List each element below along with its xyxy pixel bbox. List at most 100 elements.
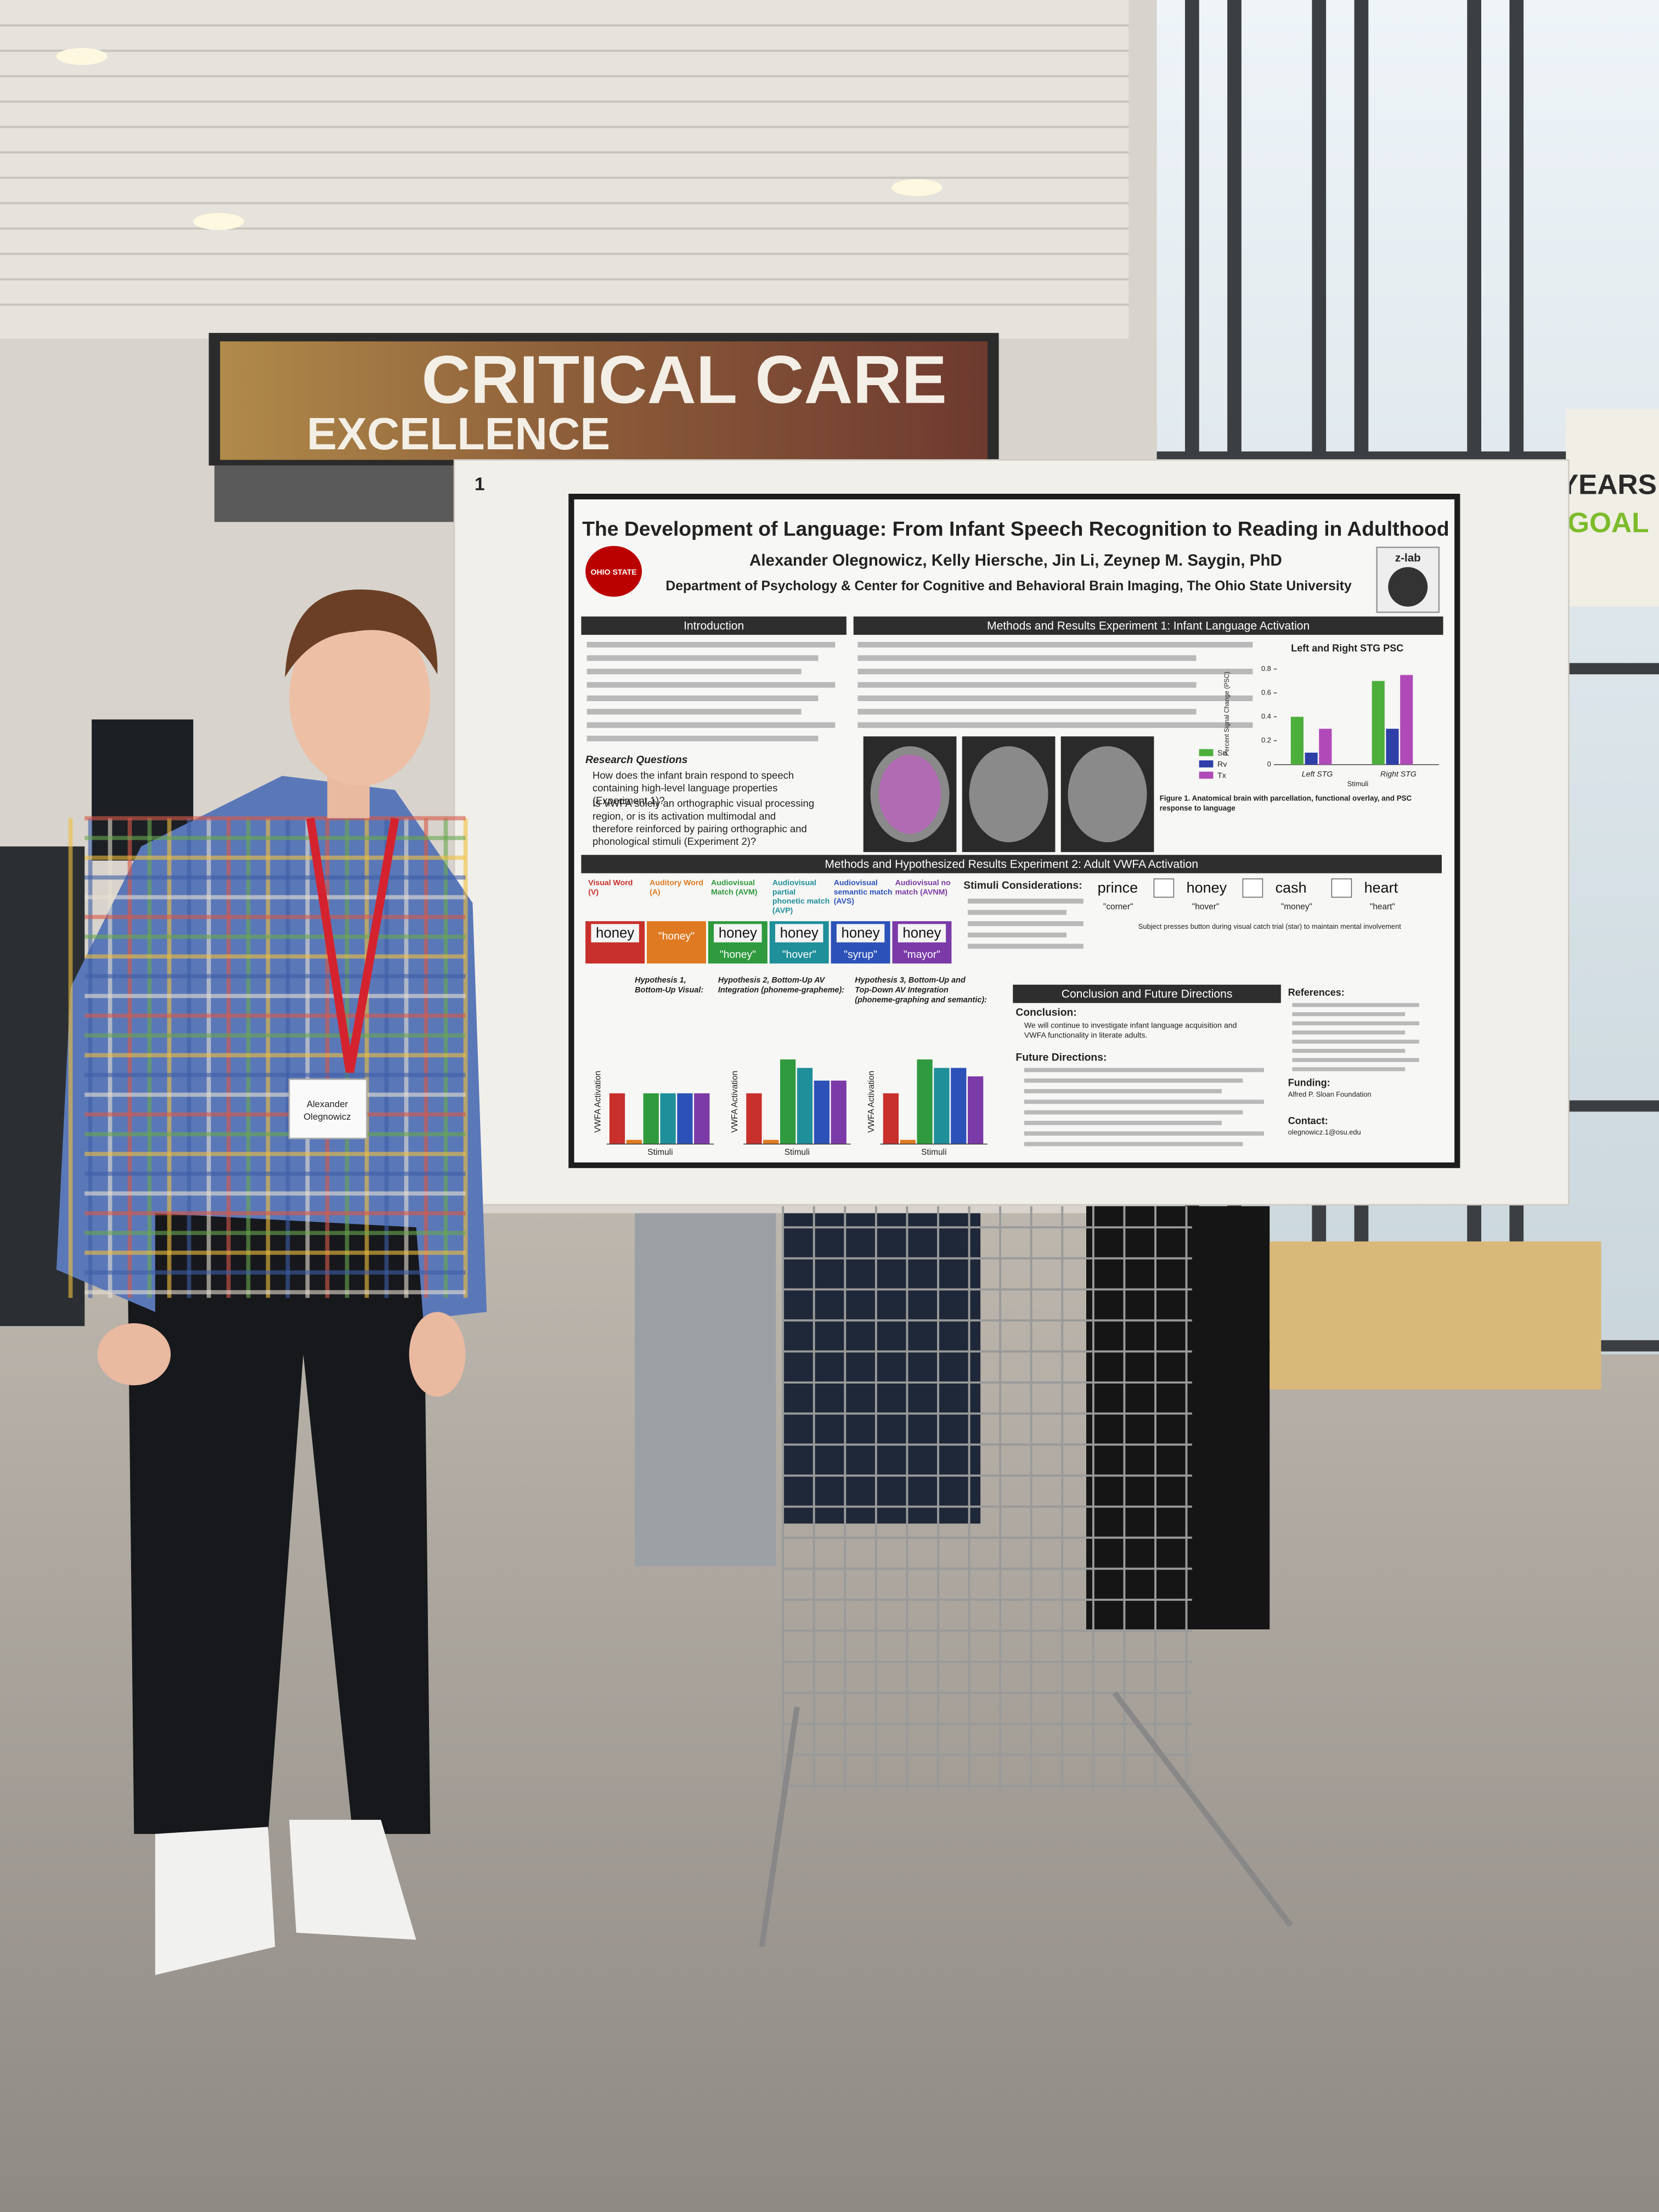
body-text-block <box>857 655 1197 661</box>
research-question: How does the infant brain respond to spe… <box>592 769 797 806</box>
bar <box>694 1093 710 1144</box>
sequence-word: cash <box>1276 879 1307 896</box>
banner-text: YEARS <box>1560 469 1657 500</box>
body-text-block <box>1292 1048 1406 1053</box>
section-title: Conclusion and Future Directions <box>1062 988 1233 1000</box>
bar <box>660 1093 676 1144</box>
y-tick-label: 0.4 <box>1261 712 1271 720</box>
sequence-word: heart <box>1364 879 1398 896</box>
bar <box>746 1093 762 1144</box>
y-tick-label: 0 <box>1267 760 1271 768</box>
y-tick-label: 0.6 <box>1261 688 1271 696</box>
legend-swatch <box>1199 760 1214 768</box>
funding-heading: Funding: <box>1288 1077 1330 1088</box>
body-text-block <box>968 910 1066 915</box>
fixation-box <box>1331 878 1352 898</box>
word-box <box>591 924 639 943</box>
poster-title: The Development of Language: From Infant… <box>582 517 1449 540</box>
body-text-block <box>586 642 836 648</box>
section-header <box>1013 984 1281 1003</box>
bench <box>1269 1241 1601 1390</box>
bar <box>934 1068 950 1144</box>
bar <box>883 1093 899 1144</box>
body-text-block <box>1024 1121 1222 1125</box>
body-text-block <box>968 899 1084 904</box>
body-text-block <box>1024 1142 1243 1147</box>
body-text-block <box>968 932 1066 938</box>
body-text-block <box>586 655 819 661</box>
bar <box>900 1139 916 1144</box>
x-axis-label: Stimuli <box>647 1148 673 1157</box>
bar <box>1305 752 1318 765</box>
lab-logo-text: z-lab <box>1395 552 1421 565</box>
y-tick-label: 0.8 <box>1261 664 1271 673</box>
sign-line: EXCELLENCE <box>307 409 610 459</box>
x-tick-label: Right STG <box>1380 769 1417 778</box>
bar <box>1319 729 1332 765</box>
y-axis-label: VWFA Activation <box>593 1071 602 1133</box>
person-bg <box>783 1213 981 1524</box>
body-text-block <box>968 921 1084 927</box>
x-axis-label: Stimuli <box>921 1148 946 1157</box>
lanyard <box>306 817 399 1073</box>
lab-logo-mark <box>1388 567 1428 607</box>
word-box <box>714 924 762 943</box>
chart-title: Left and Right STG PSC <box>1291 643 1403 654</box>
x-axis-label: Stimuli <box>1347 780 1369 788</box>
easel-leg <box>759 1706 800 1948</box>
bar <box>917 1059 933 1144</box>
body-text-block <box>1292 1012 1406 1017</box>
section-title: Methods and Results Experiment 1: Infant… <box>987 619 1310 632</box>
hypothesis-title: Hypothesis 3, Bottom-Up and Top-Down AV … <box>855 976 987 1005</box>
hand <box>409 1312 466 1397</box>
body-text-block <box>857 695 1253 701</box>
stimulus-word: honey <box>596 926 634 941</box>
bar <box>831 1080 847 1144</box>
sequence-word: prince <box>1098 879 1138 896</box>
bar <box>626 1139 642 1144</box>
body-text-block <box>1024 1068 1264 1073</box>
hypothesis-title: Hypothesis 2, Bottom-Up AV Integration (… <box>718 976 844 995</box>
contact-heading: Contact: <box>1288 1115 1328 1126</box>
osu-logo-text: OHIO STATE <box>590 568 636 577</box>
legend-swatch <box>1199 771 1214 779</box>
bar <box>1386 729 1399 765</box>
body-text-block <box>1292 1058 1419 1062</box>
legend-label: Sn <box>1217 748 1227 757</box>
stimulus-word: honey <box>842 926 880 941</box>
easel-leg <box>1112 1691 1293 1928</box>
section-header <box>581 616 847 635</box>
badge-text: Alexander <box>307 1099 348 1109</box>
intro-heading: Research Questions <box>585 754 688 766</box>
bar <box>609 1093 625 1144</box>
ceiling <box>0 0 1129 339</box>
poster-content: Introduction Methods and Results Experime… <box>581 616 1443 1157</box>
body-text-block <box>1024 1078 1243 1083</box>
body-text-block <box>857 722 1253 728</box>
body-text-block <box>1024 1089 1222 1093</box>
bar <box>951 1068 967 1144</box>
conclusion-text: We will continue to investigate infant l… <box>1024 1020 1239 1039</box>
fixation-box <box>1242 878 1263 898</box>
face <box>289 611 431 786</box>
word-box <box>836 924 885 943</box>
x-tick-label: Left STG <box>1302 769 1333 778</box>
condition-label: Visual Word (V) <box>588 878 635 896</box>
legend-label: Tx <box>1217 771 1226 780</box>
brain <box>1068 746 1147 843</box>
body-text-block <box>586 668 802 675</box>
stimuli-heading: Stimuli Considerations: <box>963 880 1082 891</box>
poster-affiliation: Department of Psychology & Center for Co… <box>665 579 1352 594</box>
badge-text: Olegnowicz <box>303 1111 351 1122</box>
body-text-block <box>586 736 819 742</box>
body-text-block <box>586 682 836 688</box>
osu-logo <box>585 546 642 597</box>
board-number: 1 <box>475 474 485 494</box>
body-text-block <box>1292 1067 1406 1071</box>
ceiling-light <box>56 48 108 65</box>
sequence-sound: "corner" <box>1103 902 1133 912</box>
condition-stimulus <box>647 921 706 964</box>
sequence-note: Subject presses button during visual cat… <box>1138 922 1401 930</box>
y-axis-label: VWFA Activation <box>867 1071 876 1133</box>
body-text-block <box>1024 1099 1264 1104</box>
